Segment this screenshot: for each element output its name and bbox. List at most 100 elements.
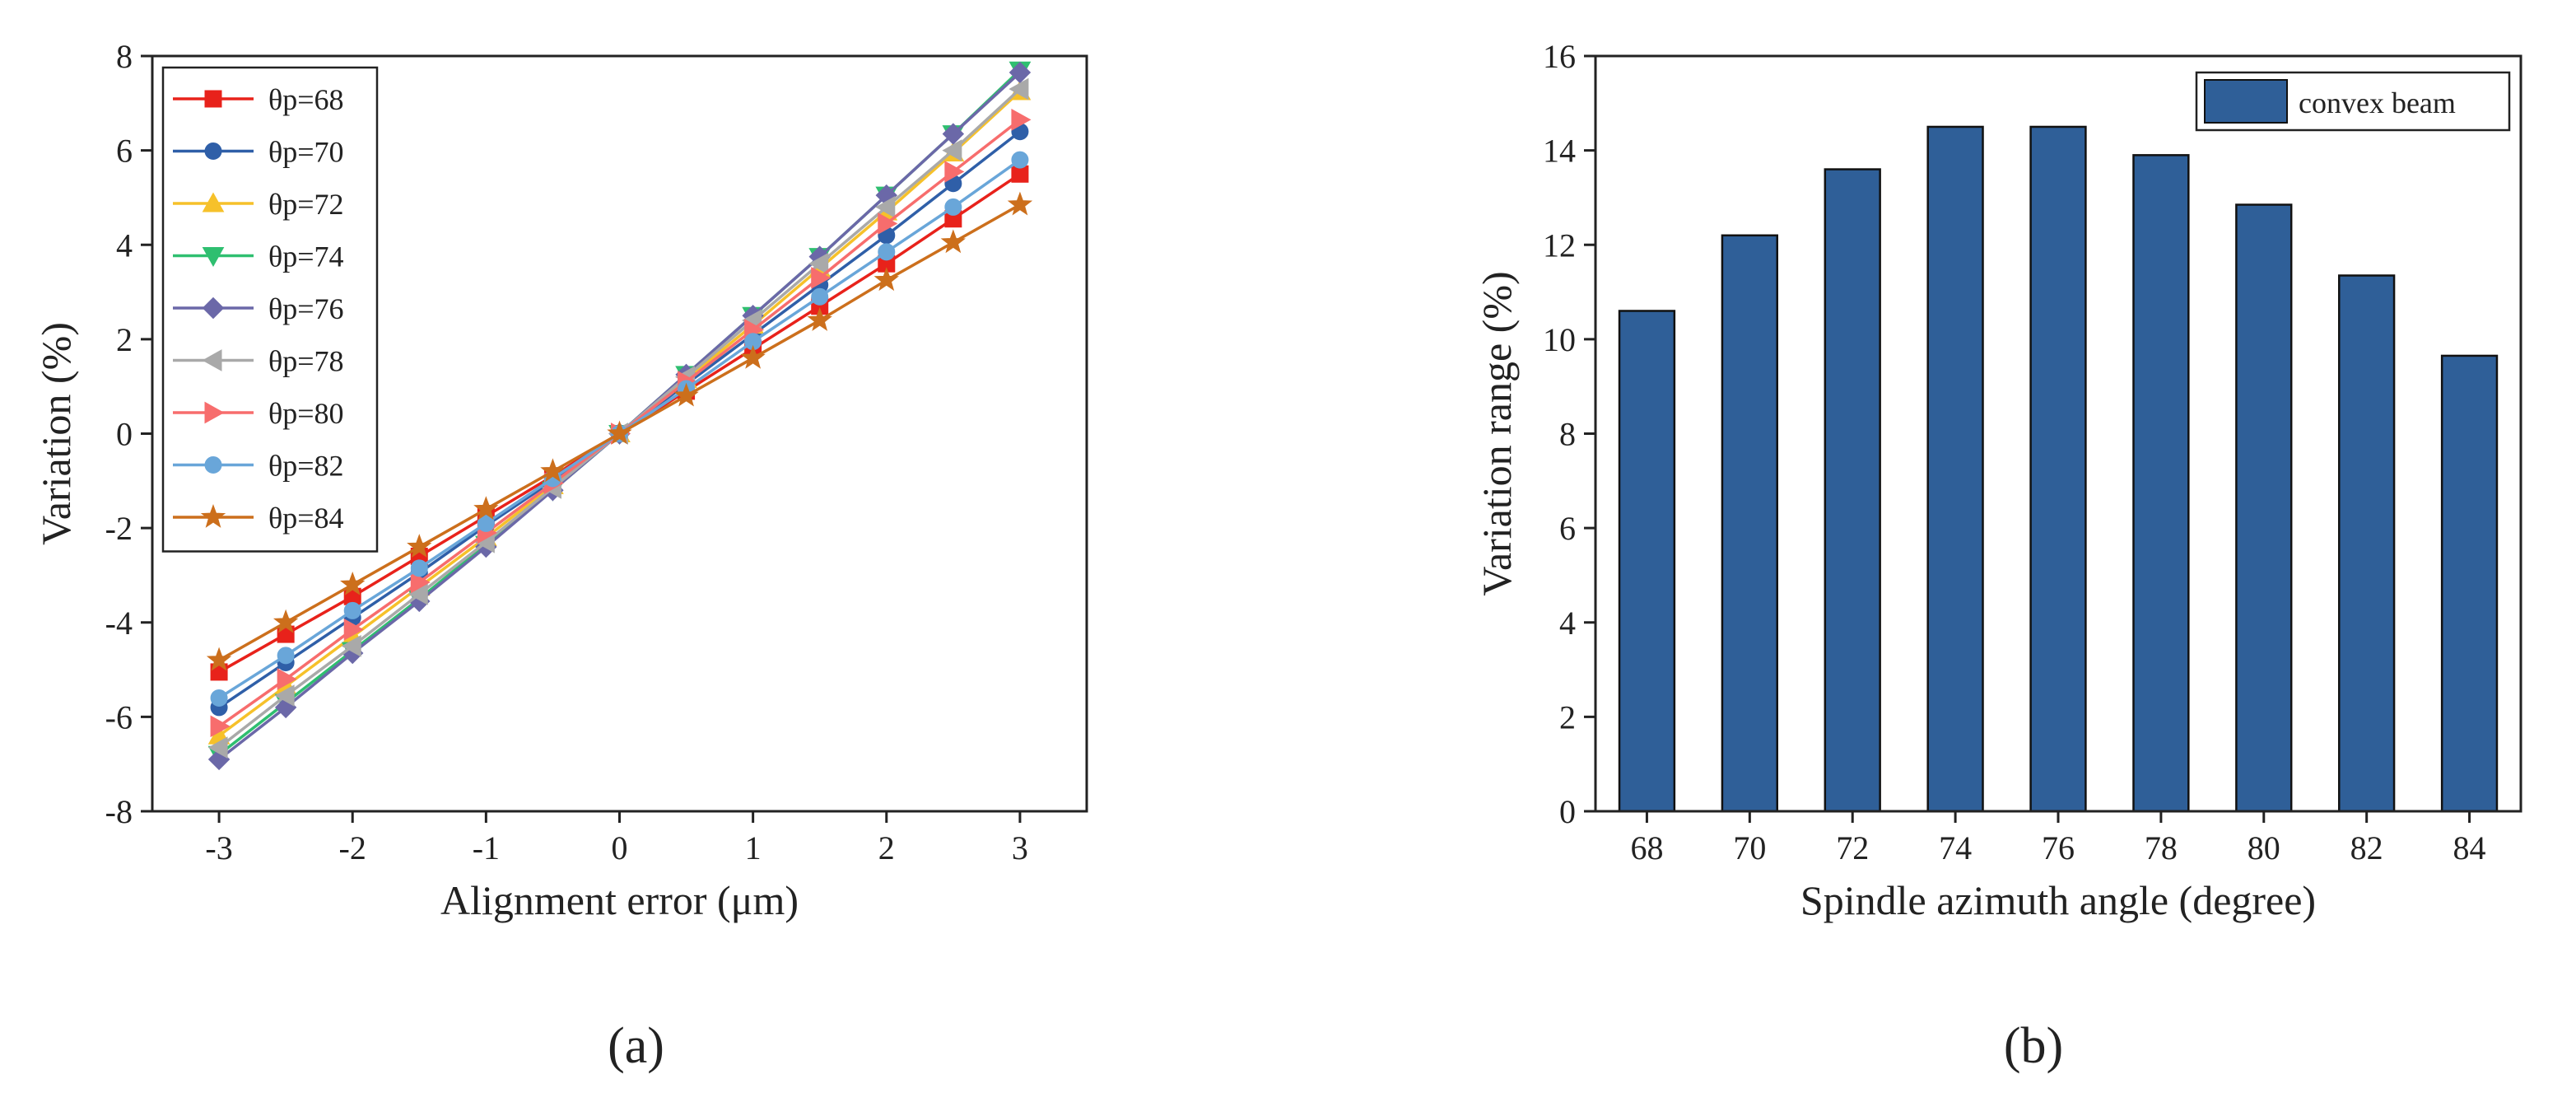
legend-item: θp=68 [173, 83, 344, 116]
data-point [343, 618, 364, 641]
legend-item: θp=80 [173, 397, 344, 430]
data-point [673, 382, 699, 407]
legend-item: θp=72 [173, 188, 344, 221]
data-point [942, 139, 962, 161]
data-point [1007, 191, 1033, 216]
x-tick-label: 72 [1836, 829, 1869, 866]
y-tick-label: 8 [116, 38, 133, 75]
bars [1618, 125, 2499, 813]
data-point [407, 534, 432, 558]
panel-a: -3 -2 -1 0 1 2 3 -8 -6 -4 -2 0 2 4 6 8 Alignment error (… [33, 38, 1088, 1074]
panel-b-axes-frame [1594, 54, 2522, 813]
legend-item: θp=84 [173, 502, 344, 535]
x-tick-label: 74 [1939, 829, 1972, 866]
data-point [1009, 77, 1029, 100]
y-tick-label: -8 [105, 793, 133, 830]
bar-84 [2440, 354, 2499, 813]
legend-label: θp=78 [268, 345, 344, 378]
data-point [807, 306, 832, 331]
y-tick-label: 6 [1559, 510, 1576, 547]
legend: θp=68 θp=70 θp=72 θp=74 θp=76 θp=78 θp=80 θp=82… [161, 66, 379, 553]
data-point [944, 161, 965, 183]
legend-marker [200, 504, 226, 528]
x-tick-label: 82 [2350, 829, 2383, 866]
data-point [875, 196, 896, 218]
x-tick-label: 70 [1733, 829, 1766, 866]
legend-marker [202, 192, 225, 212]
data-point [210, 689, 228, 707]
bar-70 [1721, 234, 1778, 813]
y-tick-label: 16 [1543, 38, 1576, 75]
x-tick-label: 2 [878, 829, 895, 866]
y-tick-label: 10 [1543, 321, 1576, 358]
legend-label: convex beam [2299, 86, 2456, 119]
data-point [878, 212, 898, 235]
legend-swatch [2204, 79, 2288, 124]
legend-marker [204, 456, 222, 474]
panel-b-label: (b) [2004, 1018, 2063, 1074]
legend-label: θp=84 [268, 502, 344, 535]
data-point [206, 647, 232, 671]
y-axis-label: Variation (%) [33, 322, 79, 545]
data-point [273, 609, 299, 633]
data-point [811, 267, 831, 289]
y-tick-label: 0 [116, 416, 133, 453]
x-tick-label: 3 [1012, 829, 1028, 866]
data-point [878, 243, 896, 261]
y-tick-label: -6 [105, 698, 133, 735]
legend-marker [204, 401, 225, 424]
series-θp=84 [206, 191, 1033, 671]
data-point [277, 647, 295, 665]
legend-item: θp=82 [173, 450, 344, 483]
data-point [940, 229, 967, 254]
bar-78 [2132, 154, 2190, 813]
y-tick-label: 2 [116, 321, 133, 358]
legend-label: θp=80 [268, 397, 344, 430]
y-tick-label: 4 [116, 226, 133, 264]
y-tick-label: 4 [1559, 605, 1576, 642]
data-point [808, 252, 829, 275]
legend-marker [204, 142, 222, 160]
legend-item: θp=78 [173, 345, 344, 378]
bar-68 [1618, 310, 1676, 813]
legend-label: θp=72 [268, 188, 344, 221]
y-tick-label: 6 [116, 133, 133, 170]
y-axis-label: Variation range (%) [1474, 271, 1520, 595]
y-tick-label: 8 [1559, 416, 1576, 453]
legend-marker [202, 297, 225, 320]
data-point [410, 571, 431, 594]
y-tick-label: 2 [1559, 698, 1576, 735]
data-point [811, 287, 829, 306]
data-point [1011, 151, 1029, 169]
legend-label: θp=76 [268, 292, 344, 325]
x-tick-label: 68 [1630, 829, 1663, 866]
legend-label: θp=82 [268, 450, 344, 483]
data-point [740, 344, 766, 369]
x-tick-label: 1 [745, 829, 762, 866]
data-point [277, 668, 297, 690]
bar-74 [1926, 125, 1984, 813]
data-point [340, 571, 366, 595]
data-point [873, 267, 899, 292]
x-axis-label: Alignment error (μm) [440, 877, 799, 923]
data-point [341, 635, 361, 657]
x-tick-label: 80 [2248, 829, 2280, 866]
data-point [207, 736, 228, 759]
bar-72 [1824, 168, 1881, 813]
legend-item: θp=70 [173, 136, 344, 169]
legend-label: θp=70 [268, 136, 344, 169]
data-point [607, 420, 632, 445]
data-point [477, 514, 495, 532]
legend-marker [202, 349, 222, 371]
x-tick-label: 78 [2145, 829, 2178, 866]
legend-label: θp=74 [268, 240, 344, 273]
legend-item: θp=74 [173, 240, 344, 273]
y-tick-label: 0 [1559, 793, 1576, 830]
legend-marker [204, 90, 222, 108]
data-point [343, 601, 361, 619]
data-point [1009, 61, 1032, 84]
y-tick-label: -4 [105, 605, 133, 642]
data-point [210, 715, 231, 738]
x-tick-label: 84 [2453, 829, 2486, 866]
